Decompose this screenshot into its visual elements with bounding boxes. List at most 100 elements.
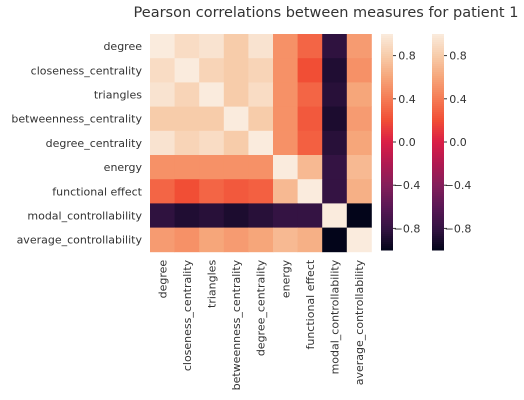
colorbar-segment [432,54,444,57]
colorbar-segment [432,126,444,129]
colorbar-tick-label: −0.8 [394,222,421,235]
heatmap-cell [174,179,200,204]
colorbar-segment [432,192,444,195]
colorbar-segment [432,142,444,145]
heatmap-cell [223,155,249,180]
colorbar-segment [381,46,393,49]
heatmap-cell [322,34,348,59]
colorbar-segment [381,86,393,89]
colorbar-segment [432,228,444,231]
heatmap-cell [174,58,200,83]
colorbar-segment [381,126,393,129]
colorbar-tick-label: 0.8 [398,50,416,63]
colorbar-segment [432,68,444,71]
heatmap-cell [346,58,372,83]
colorbar-segment [432,238,444,241]
heatmap-cell [199,179,225,204]
colorbar-segment [432,160,444,163]
colorbar-segment [381,128,393,131]
heatmap-cell [248,82,274,107]
column-label: modal_controllability [329,259,342,374]
colorbar-segment [432,202,444,205]
colorbar-segment [381,214,393,217]
colorbar-tick-label: 0.0 [398,136,416,149]
colorbar-segment [381,188,393,191]
heatmap-cell [346,203,372,228]
heatmap-cell [273,203,298,228]
colorbar-segment [381,116,393,119]
colorbar-segment [381,82,393,85]
colorbar-segment [381,74,393,77]
colorbar-segment [432,188,444,191]
colorbar-segment [381,224,393,227]
colorbar-segment [381,58,393,61]
colorbar-segment [432,174,444,177]
colorbar-segment [381,64,393,67]
heatmap-cell [248,179,274,204]
colorbar-segment [432,94,444,97]
colorbar-segment [381,84,393,87]
colorbar-segment [432,70,444,73]
colorbar-segment [381,212,393,215]
colorbar-segment [432,198,444,201]
colorbar-segment [432,190,444,193]
colorbar-segment [432,66,444,69]
colorbar-segment [381,148,393,151]
colorbar-segment [381,226,393,229]
heatmap-cell [273,130,298,156]
colorbar-segment [381,178,393,181]
heatmap-cell [346,82,372,107]
colorbar-segment [432,186,444,189]
row-label: triangles [94,89,142,102]
colorbar-segment [432,132,444,135]
colorbar-segment [381,234,393,237]
colorbar-segment [381,172,393,175]
colorbar-segment [432,122,444,125]
colorbar-segment [432,116,444,119]
colorbar-segment [432,138,444,141]
colorbar-segment [432,114,444,117]
colorbar-segment [432,112,444,115]
colorbar-segment [432,150,444,153]
colorbar-segment [432,140,444,143]
heatmap-cell [174,34,200,59]
colorbar-tick-label: 0.4 [398,93,416,106]
colorbar-segment [381,166,393,169]
colorbar-segment [432,72,444,75]
colorbar-segment [381,150,393,153]
heatmap-cell [150,82,175,107]
colorbar-segment [381,130,393,133]
heatmap-cell [199,203,225,228]
colorbar-segment [381,38,393,41]
colorbar-segment [381,184,393,187]
row-label: energy [104,161,143,174]
colorbar-segment [381,94,393,97]
heatmap-cell [150,34,175,59]
column-label: degree [156,260,169,299]
colorbar-segment [432,158,444,161]
colorbar-segment [432,42,444,45]
heatmap-cell [297,203,323,228]
colorbar-segment [432,196,444,199]
colorbar-segment [432,148,444,151]
colorbar-segment [432,194,444,197]
colorbar-segment [432,224,444,227]
heatmap-cell [248,155,274,180]
heatmap-cell [346,34,372,59]
heatmap-cell [248,130,274,156]
heatmap-cell [174,106,200,132]
heatmap-cell [150,155,175,180]
colorbar-segment [432,218,444,221]
colorbar-segment [381,90,393,93]
colorbar-segment [432,82,444,85]
heatmap-cell [199,34,225,59]
colorbar-segment [432,208,444,211]
colorbar-segment [432,36,444,39]
colorbar-segment [432,144,444,147]
colorbar-segment [432,108,444,111]
heatmap-cell [322,58,348,83]
colorbar-segment [432,124,444,127]
colorbar-segment [381,136,393,139]
colorbar-segment [381,146,393,149]
